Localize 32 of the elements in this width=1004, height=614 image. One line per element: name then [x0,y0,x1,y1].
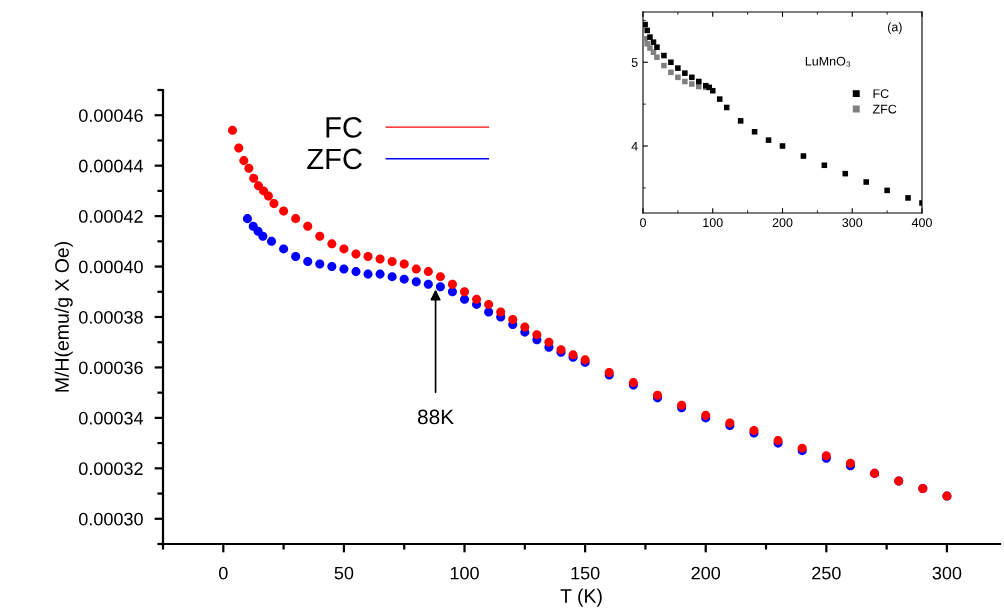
y-tick-label: 0.00038 [79,310,143,324]
x-axis-title: T (K) [560,588,602,607]
x-tick-label: 0 [218,566,228,580]
y-tick-label: 0.00040 [79,260,143,274]
y-tick-label: 0.00030 [79,512,143,526]
x-tick-label: 250 [812,566,841,580]
legend-label: ZFC [307,148,362,170]
legend-label: FC [873,89,889,99]
x-tick-label: 150 [571,566,600,580]
x-tick-label: 50 [334,566,354,580]
annotation: 88K [417,409,454,425]
y-tick-label: 0.00036 [79,361,143,375]
x-tick-label: 200 [691,566,721,580]
y-tick-label: 4 [631,141,638,151]
x-tick-label: 100 [703,218,723,228]
y-tick-label: 0.00034 [79,411,144,425]
y-axis-title: M/H(emu/g X Oe) [54,242,73,392]
x-tick-label: 400 [911,218,932,228]
x-tick-label: 100 [450,566,479,580]
x-tick-label: 0 [640,218,646,228]
x-tick-label: 200 [772,218,793,228]
y-tick-label: 0.00042 [79,210,143,223]
y-tick-label: 5 [631,58,638,67]
legend-label: FC [326,117,362,138]
y-tick-label: 0.00044 [79,159,144,173]
y-tick-label: 0.00032 [79,462,143,476]
x-tick-label: 300 [932,566,962,580]
annotation: LuMnO₃ [805,56,851,67]
x-tick-label: 300 [842,218,863,228]
y-tick-label: 0.00046 [79,109,143,122]
annotation: (a) [887,22,902,34]
legend-label: ZFC [872,104,897,114]
